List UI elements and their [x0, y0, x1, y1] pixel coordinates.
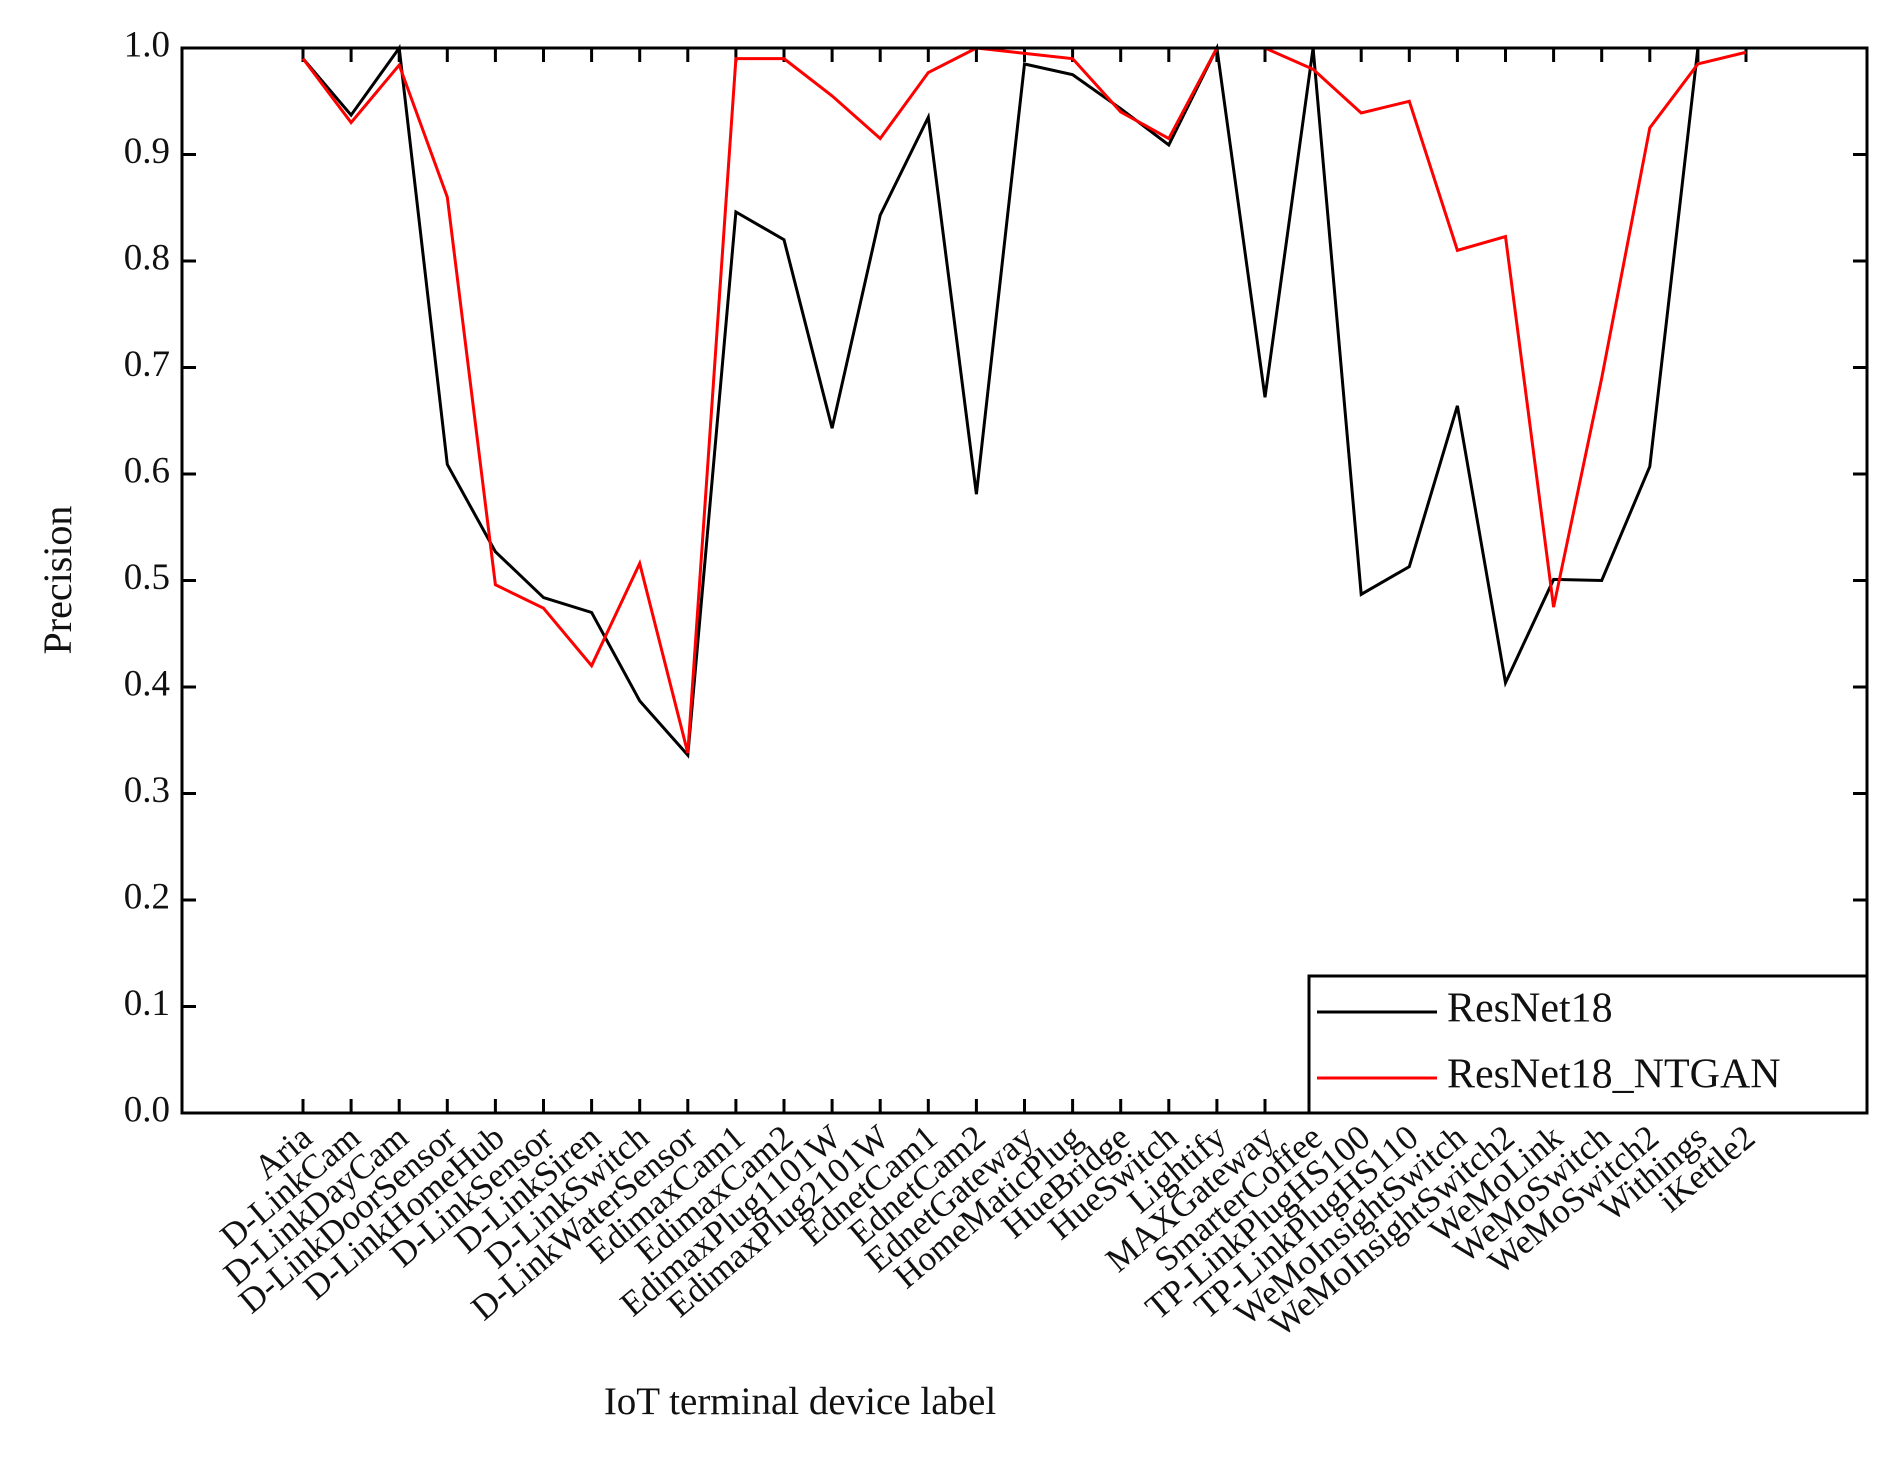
- legend-label: ResNet18_NTGAN: [1447, 1052, 1781, 1098]
- y-tick-label: 1.0: [124, 24, 170, 65]
- y-tick-label: 0.4: [124, 663, 170, 704]
- y-tick-label: 0.0: [124, 1089, 170, 1130]
- y-tick-label: 0.7: [124, 344, 170, 385]
- line-series: [301, 42, 1746, 759]
- line-series: [301, 46, 1747, 754]
- plot-frame: [180, 46, 1869, 1115]
- legend-label: ResNet18: [1447, 986, 1613, 1032]
- y-tick-label: 0.9: [124, 131, 170, 172]
- x-axis-label: IoT terminal device label: [604, 1380, 997, 1423]
- y-tick-label: 0.8: [124, 237, 170, 278]
- y-tick-label: 0.6: [124, 450, 170, 491]
- y-tick-label: 0.2: [124, 876, 170, 917]
- y-tick-label: 0.1: [124, 983, 170, 1024]
- y-tick-label: 0.5: [124, 557, 170, 598]
- y-tick-label: 0.3: [124, 770, 170, 811]
- y-axis-label: Precision: [35, 506, 80, 655]
- legend-box: [1307, 974, 1869, 1115]
